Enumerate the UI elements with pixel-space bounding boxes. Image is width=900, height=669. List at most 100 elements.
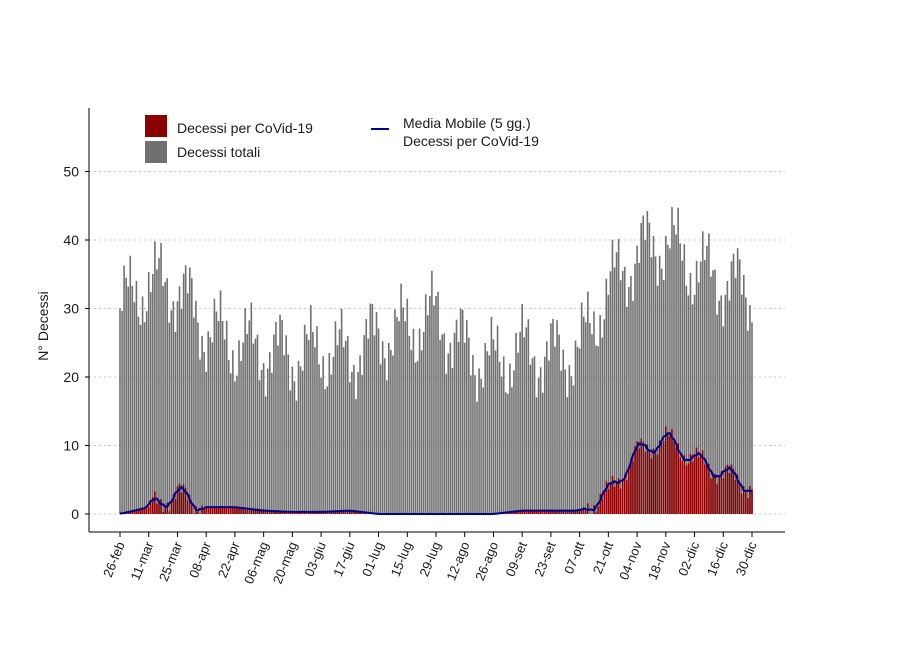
- bar-total: [316, 326, 318, 514]
- bar-covid: [250, 509, 253, 514]
- bar-total: [515, 332, 517, 514]
- bar-total: [131, 285, 134, 514]
- bar-total: [626, 306, 628, 514]
- bar-total: [470, 375, 472, 514]
- bar-total: [492, 339, 495, 514]
- bar-total: [662, 279, 665, 514]
- bar-total: [213, 298, 216, 514]
- legend-swatch-covid: [145, 115, 167, 137]
- bar-total: [521, 304, 523, 514]
- bar-total: [390, 349, 392, 514]
- bar-covid: [599, 494, 601, 514]
- bar-total: [234, 381, 236, 514]
- bar-total: [539, 367, 542, 514]
- bar-covid: [712, 474, 714, 514]
- bar-total: [225, 320, 228, 514]
- bar-total: [240, 360, 242, 514]
- bar-total: [687, 295, 690, 514]
- bar-covid: [152, 497, 154, 514]
- bar-covid: [720, 471, 723, 514]
- bar-total: [119, 308, 121, 514]
- bar-total: [145, 311, 148, 514]
- y-tick-label: 40: [63, 232, 79, 248]
- bar-covid: [147, 507, 150, 514]
- bar-total: [260, 369, 263, 514]
- bar-covid: [281, 511, 283, 514]
- bar-total: [203, 351, 205, 514]
- bar-covid: [268, 510, 271, 514]
- bar-total: [133, 302, 136, 514]
- bar-total: [732, 253, 735, 515]
- bar-total: [182, 273, 185, 514]
- bar-covid: [154, 491, 156, 514]
- bar-covid: [541, 510, 544, 514]
- moving-average-line: [119, 432, 753, 515]
- bar-total: [307, 339, 310, 514]
- bar-covid: [244, 508, 246, 514]
- bar-total: [209, 337, 212, 514]
- bar-covid: [303, 511, 306, 514]
- bar-covid: [580, 509, 583, 514]
- bar-covid: [242, 508, 244, 514]
- bar-total: [476, 401, 478, 514]
- bar-covid: [139, 509, 142, 514]
- bar-covid: [273, 511, 275, 514]
- bar-covid: [275, 511, 277, 514]
- bar-total: [230, 373, 232, 514]
- bar-covid: [613, 486, 616, 514]
- bar-covid: [558, 510, 560, 514]
- bar-total: [334, 321, 337, 514]
- bar-covid: [564, 510, 567, 514]
- bar-covid: [519, 510, 521, 514]
- bar-covid: [172, 493, 175, 514]
- bar-total: [665, 235, 667, 514]
- bar-total: [603, 319, 606, 514]
- bar-covid: [277, 511, 279, 514]
- x-tick-label: 08-apr: [186, 539, 214, 580]
- bar-covid: [576, 510, 579, 514]
- bar-total: [562, 349, 565, 514]
- bar-covid: [289, 511, 292, 514]
- bar-covid: [736, 474, 739, 514]
- bar-covid: [513, 511, 515, 514]
- y-tick-label: 20: [63, 369, 79, 385]
- bar-total: [552, 318, 554, 514]
- bar-total: [281, 320, 283, 514]
- x-tick-label: 23-set: [531, 539, 559, 578]
- bar-covid: [656, 454, 659, 514]
- bar-covid: [632, 461, 634, 514]
- bar-total: [420, 350, 423, 514]
- bar-total: [392, 355, 394, 514]
- bar-total: [527, 319, 530, 514]
- bar-total: [535, 397, 538, 514]
- bar-covid: [554, 510, 556, 514]
- bar-total: [509, 363, 511, 514]
- bar-total: [264, 396, 267, 514]
- bar-total: [628, 287, 630, 514]
- x-tick-label: 09-set: [503, 539, 531, 578]
- bar-total: [301, 370, 304, 514]
- bar-total: [576, 346, 579, 514]
- bar-covid: [131, 511, 134, 514]
- bar-total: [749, 305, 751, 514]
- bar-covid: [301, 511, 304, 514]
- bar-total: [504, 392, 507, 514]
- bar-total: [152, 273, 154, 514]
- bar-covid: [640, 438, 642, 514]
- bar-total: [447, 353, 450, 514]
- bar-total: [322, 356, 324, 514]
- bar-total: [277, 345, 279, 514]
- bar-covid: [601, 499, 604, 514]
- bar-covid: [221, 507, 224, 514]
- bar-covid: [203, 508, 205, 514]
- bar-total: [279, 314, 281, 514]
- bar-total: [149, 292, 152, 514]
- bar-total: [533, 356, 536, 514]
- bar-total: [474, 375, 476, 514]
- bar-total: [221, 321, 224, 514]
- bar-total: [529, 364, 532, 514]
- x-tick-label: 06-mag: [241, 540, 271, 586]
- bar-total: [147, 272, 150, 514]
- x-tick-label: 02-dic: [675, 539, 702, 578]
